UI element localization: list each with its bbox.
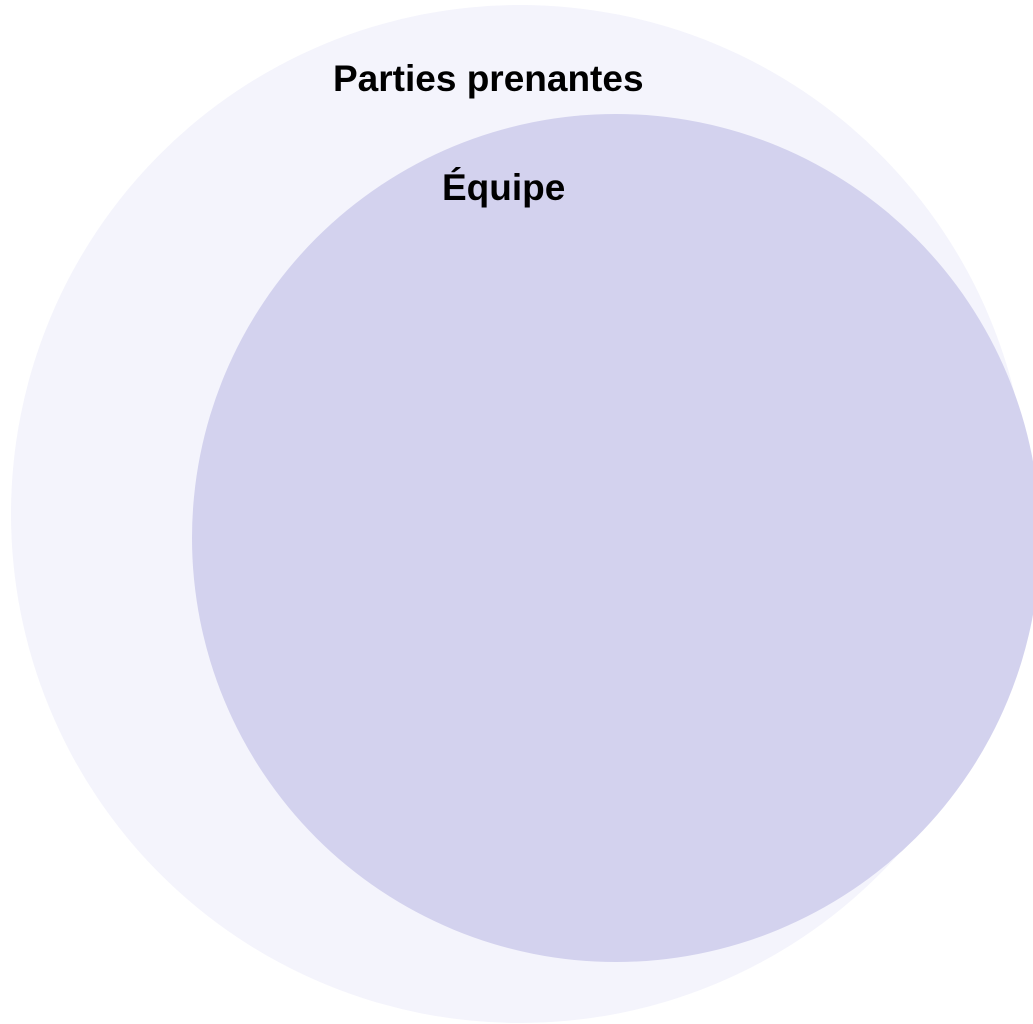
team-label: Équipe (442, 167, 566, 208)
stakeholders-label: Parties prenantes (333, 58, 644, 99)
team-circle (192, 114, 1033, 962)
